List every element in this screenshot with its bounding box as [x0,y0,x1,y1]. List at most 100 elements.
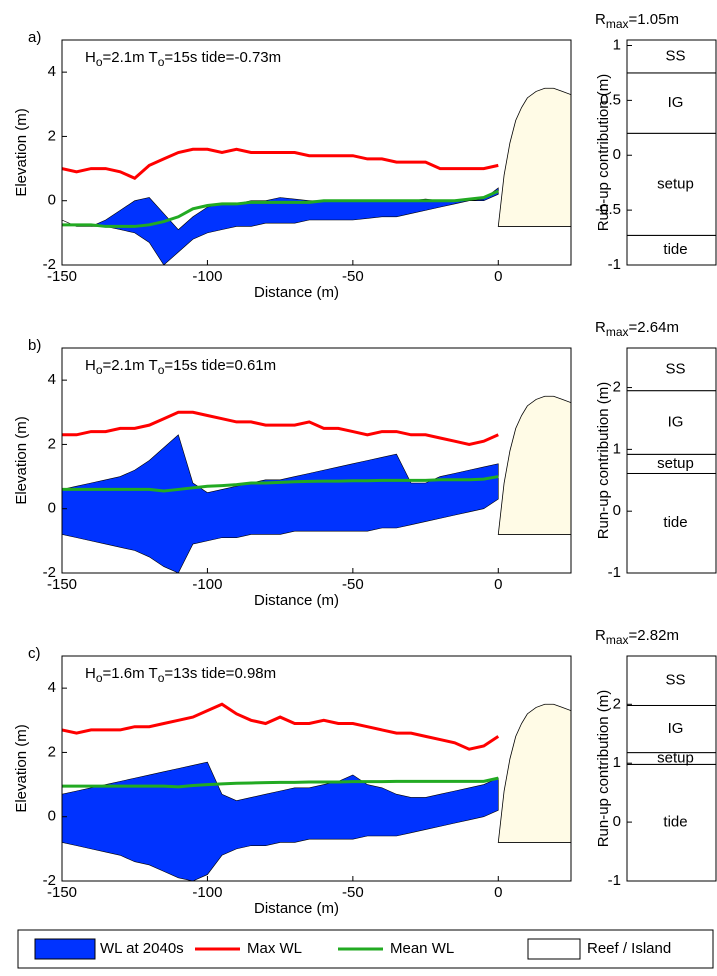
y-tick-label: 0 [48,808,56,825]
wl-band [62,761,499,881]
runup-segment [626,763,717,882]
plot-frame [61,655,572,882]
y-tick-label: -0.5 [595,201,621,218]
y-tick-label: -1 [608,256,621,273]
bar-title-part: max [606,17,629,31]
y-tick-label: 1 [613,440,621,457]
y-axis-label: Run-up contribution (m) [595,382,612,540]
y-tick-label: 0 [613,502,621,519]
segment-label: tide [663,514,687,531]
annotation-part: o [158,363,165,377]
y-tick-label: 4 [48,679,56,696]
bar-title-part: =2.82m [629,627,679,644]
bar-title-part: max [606,633,629,647]
panel-label: a) [28,29,41,46]
bar-title: Rmax=1.05m [595,11,679,31]
legend-label: Reef / Island [587,940,671,957]
y-tick-label: 0 [613,146,621,163]
segment-label: IG [668,413,684,430]
island [497,703,571,843]
annotation-part: =13s tide=0.98m [164,665,276,682]
y-tick-label: 2 [613,695,621,712]
y-tick-label: -1 [608,872,621,889]
plot-frame [61,39,572,266]
x-tick-label: -100 [192,268,222,285]
plot-area [62,87,571,265]
y-tick-label: -2 [43,256,56,273]
y-tick-label: -1 [608,564,621,581]
wl-band [62,434,499,573]
island [497,87,571,227]
annotation-part: H [85,49,96,66]
segment-label: setup [657,455,694,472]
x-axis-label: Distance (m) [254,592,339,609]
y-tick-label: 4 [48,371,56,388]
runup-segment [626,704,717,754]
y-tick-label: 1 [613,36,621,53]
segment-label: SS [665,47,685,64]
y-tick-label: 2 [613,379,621,396]
annotation-part: o [96,671,103,685]
bar-title-part: max [606,325,629,339]
bar-title-part: R [595,627,606,644]
legend-label: WL at 2040s [100,940,184,957]
x-tick-label: -100 [192,576,222,593]
x-tick-label: -50 [342,268,364,285]
runup-segment [626,655,717,706]
runup-segment [626,39,717,74]
y-tick-label: 0 [613,813,621,830]
y-axis-label: Run-up contribution (m) [595,690,612,848]
legend-label: Mean WL [390,940,454,957]
wl-line [62,776,499,789]
wl-line [62,189,499,228]
panel-label: c) [28,645,41,662]
x-tick-label: -50 [342,576,364,593]
plot-area [62,395,571,573]
x-tick-label: -100 [192,884,222,901]
bar-title-part: =2.64m [629,319,679,336]
annotation-part: =15s tide=-0.73m [164,49,281,66]
island [497,395,571,535]
runup-segment [626,472,717,574]
segment-label: setup [657,175,694,192]
bar-title-part: R [595,319,606,336]
y-tick-label: 4 [48,63,56,80]
annotation-part: =2.1m T [103,357,158,374]
wl-line [62,702,500,751]
annotation-part: o [158,671,165,685]
y-axis-label: Elevation (m) [13,108,30,196]
y-tick-label: 0 [48,500,56,517]
bar-title: Rmax=2.82m [595,627,679,647]
annotation-part: H [85,665,96,682]
annotation: Ho=2.1m To=15s tide=0.61m [85,357,276,377]
annotation-part: H [85,357,96,374]
segment-label: IG [668,720,684,737]
y-tick-label: 1 [613,754,621,771]
y-tick-label: -2 [43,872,56,889]
bar-title-part: R [595,11,606,28]
annotation-part: o [96,55,103,69]
annotation: Ho=1.6m To=13s tide=0.98m [85,665,276,685]
x-tick-label: 0 [494,576,502,593]
segment-label: tide [663,241,687,258]
y-axis-label: Elevation (m) [13,724,30,812]
annotation-part: =15s tide=0.61m [164,357,276,374]
wl-line [62,475,499,493]
x-axis-label: Distance (m) [254,900,339,917]
y-tick-label: 2 [48,743,56,760]
segment-label: SS [665,672,685,689]
runup-segment [626,347,717,392]
plot-area [62,702,571,881]
x-tick-label: -150 [47,576,77,593]
wl-line [62,410,499,446]
plot-frame [61,347,572,574]
y-tick-label: 2 [48,435,56,452]
x-tick-label: -50 [342,884,364,901]
bar-title: Rmax=2.64m [595,319,679,339]
x-tick-label: -150 [47,884,77,901]
annotation-part: =1.6m T [103,665,158,682]
y-tick-label: 0.5 [600,91,621,108]
legend-swatch-island [527,938,581,960]
annotation: Ho=2.1m To=15s tide=-0.73m [85,49,281,69]
